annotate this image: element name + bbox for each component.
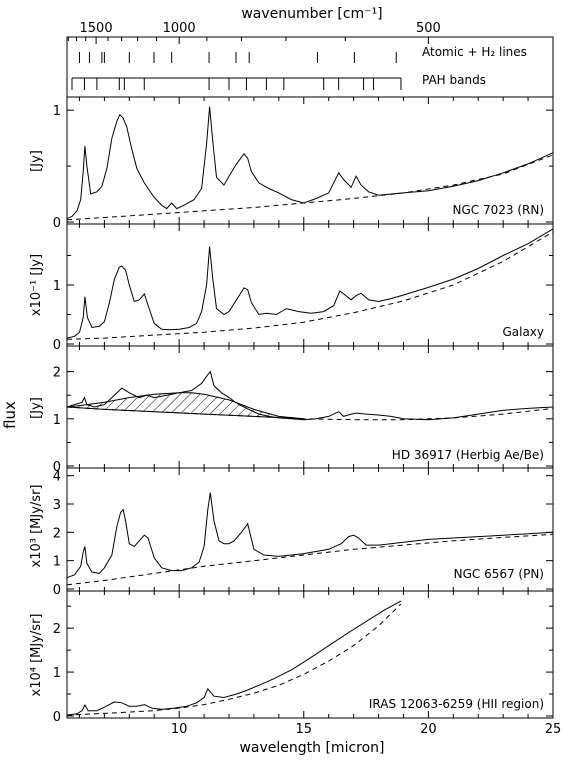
y-tick-label-ngc6567: 2 — [53, 526, 61, 541]
spectrum-line-ngc6567 — [66, 492, 554, 579]
top-axis-tick-label: 1500 — [80, 21, 113, 36]
panel-object-label-iras12063: IRAS 12063-6259 (HII region) — [369, 697, 544, 711]
continuum-dashed-line-hd36917 — [66, 406, 554, 421]
spectrum-line-galaxy — [66, 228, 554, 339]
x-tick-label: 25 — [545, 722, 562, 737]
panel-ylabel-ngc6567: x10³ [MJy/sr] — [29, 485, 44, 568]
top-axis-title: wavenumber [cm⁻¹] — [241, 6, 382, 22]
hatched-excess-region-hd36917 — [66, 392, 304, 420]
y-tick-label-iras12063: 1 — [53, 666, 61, 681]
y-tick-label-ngc6567: 1 — [53, 555, 61, 570]
y-tick-label-ngc6567: 0 — [53, 583, 61, 598]
continuum-dashed-line-iras12063 — [66, 603, 402, 716]
x-tick-label: 10 — [171, 722, 188, 737]
top-axis-tick-label: 1000 — [163, 21, 196, 36]
x-tick-label: 20 — [420, 722, 437, 737]
shared-y-axis-label: flux — [1, 401, 19, 429]
panel-frame-galaxy — [66, 223, 554, 347]
continuum-dashed-line-ngc6567 — [66, 533, 554, 586]
spectrum-line-hd36917 — [66, 370, 554, 421]
panel-frame-iras12063 — [66, 590, 554, 719]
panel-ylabel-iras12063: x10⁴ [MJy/sr] — [29, 614, 44, 697]
atomic-lines-label: Atomic + H₂ lines — [422, 45, 527, 59]
y-tick-label-ngc6567: 4 — [53, 470, 61, 485]
panel-ylabel-hd36917: [Jy] — [29, 397, 44, 419]
pah-bands-label: PAH bands — [422, 73, 486, 87]
y-tick-label-hd36917: 2 — [53, 366, 61, 381]
top-axis-tick-label: 500 — [416, 21, 441, 36]
y-tick-label-iras12063: 0 — [53, 710, 61, 725]
panel-object-label-hd36917: HD 36917 (Herbig Ae/Be) — [392, 448, 544, 462]
y-tick-label-hd36917: 1 — [53, 413, 61, 428]
y-tick-label-ngc7023: 0 — [53, 216, 61, 231]
panel-ylabel-ngc7023: [Jy] — [29, 150, 44, 172]
continuum-dashed-line-galaxy — [66, 231, 554, 340]
y-tick-label-ngc7023: 1 — [53, 104, 61, 119]
y-tick-label-ngc6567: 3 — [53, 498, 61, 513]
spectrum-line-iras12063 — [66, 600, 402, 716]
panel-object-label-ngc7023: NGC 7023 (RN) — [453, 203, 545, 217]
y-tick-label-galaxy: 0 — [53, 338, 61, 353]
spectrum-line-ngc7023 — [66, 106, 554, 220]
y-tick-label-iras12063: 2 — [53, 622, 61, 637]
panel-object-label-ngc6567: NGC 6567 (PN) — [454, 567, 544, 581]
panel-object-label-galaxy: Galaxy — [502, 325, 544, 339]
x-axis-label: wavelength [micron] — [239, 740, 384, 756]
y-tick-label-hd36917: 0 — [53, 460, 61, 475]
x-tick-label: 15 — [295, 722, 312, 737]
panel-ylabel-galaxy: x10⁻¹ [Jy] — [29, 254, 44, 316]
y-tick-label-galaxy: 1 — [53, 279, 61, 294]
